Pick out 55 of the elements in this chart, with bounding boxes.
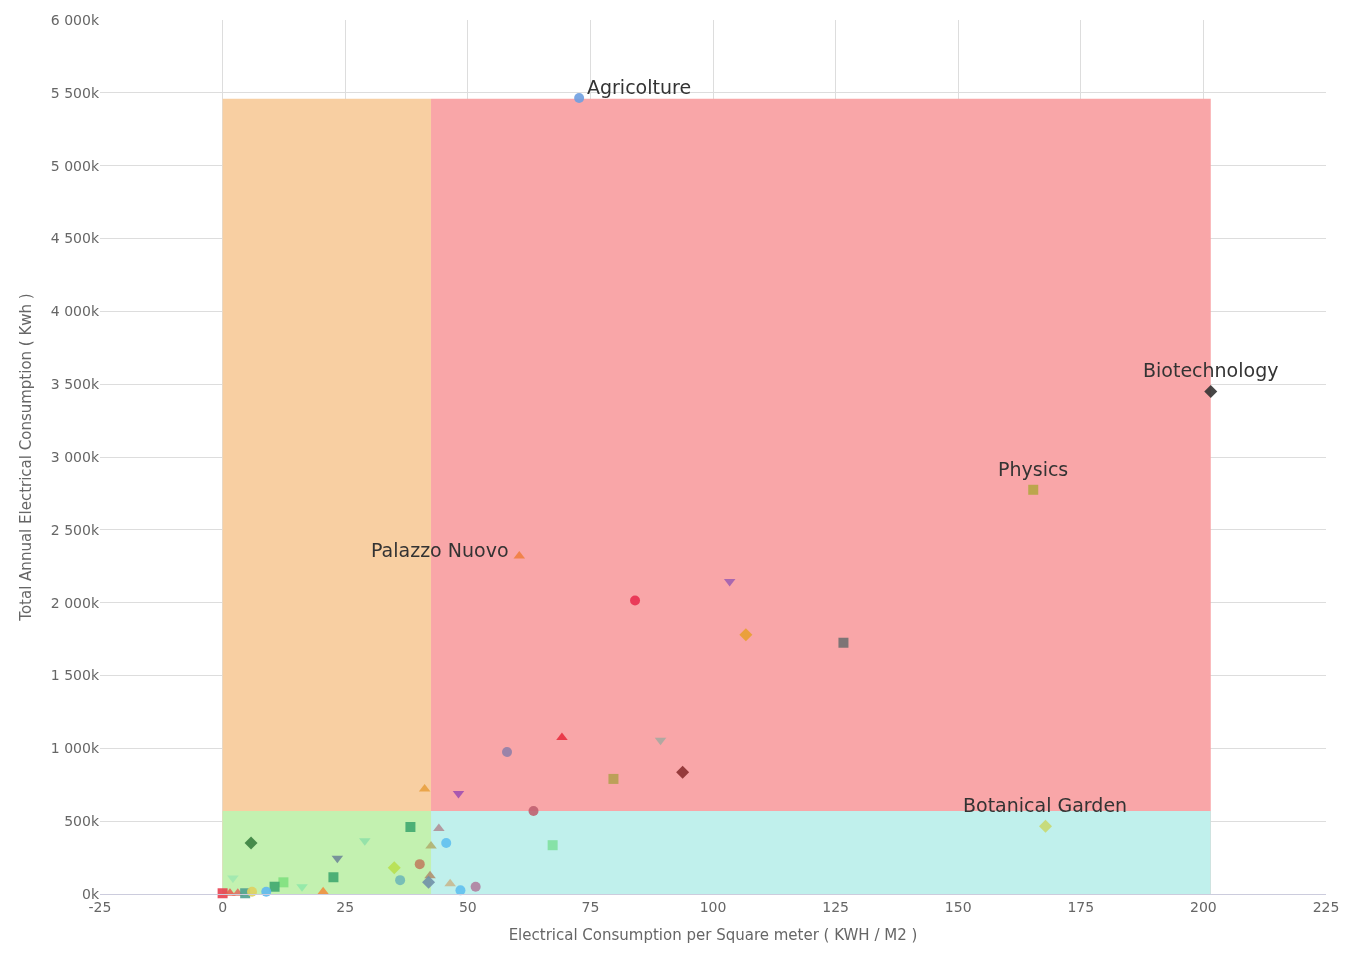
x-tick-label: 75 xyxy=(581,898,600,915)
point xyxy=(405,821,416,832)
point xyxy=(278,877,289,888)
point xyxy=(269,881,280,892)
y-tick-label: 4 000k xyxy=(50,303,100,320)
x-tick-label: 50 xyxy=(458,898,477,915)
point xyxy=(1038,819,1052,833)
point xyxy=(414,859,425,870)
point xyxy=(1204,384,1218,398)
y-tick-label: 2 000k xyxy=(50,594,100,611)
x-tick-label: 100 xyxy=(699,898,727,915)
annotation: Biotechnology xyxy=(1143,359,1279,381)
x-tick-label: 125 xyxy=(822,898,849,915)
annotation: Physics xyxy=(998,458,1069,480)
point xyxy=(502,746,513,757)
x-tick-label: 150 xyxy=(944,898,972,915)
x-tick-label: 25 xyxy=(336,898,355,915)
y-tick-label: 6 000k xyxy=(50,11,100,28)
y-tick-label: 5 000k xyxy=(50,157,100,174)
point xyxy=(739,628,753,642)
x-tick-label: 175 xyxy=(1067,898,1095,915)
y-axis-title: Total Annual Electrical Consumption ( Kwh ) xyxy=(17,293,36,622)
y-tick-label: 4 500k xyxy=(50,230,100,247)
point xyxy=(261,886,272,897)
point xyxy=(838,637,849,648)
point xyxy=(608,773,619,784)
point xyxy=(441,838,452,849)
y-tick-label: 2 500k xyxy=(50,521,100,538)
point xyxy=(328,872,339,883)
point xyxy=(676,765,690,779)
y-tick-label: 1 500k xyxy=(50,667,100,684)
point xyxy=(387,861,401,875)
y-tick-label: 500k xyxy=(64,813,100,830)
point xyxy=(244,836,258,850)
y-tick-label: 3 500k xyxy=(50,376,100,393)
annotation: Botanical Garden xyxy=(963,794,1128,816)
point xyxy=(528,805,539,816)
point xyxy=(395,875,406,886)
annotation: Palazzo Nuovo xyxy=(371,539,509,561)
y-tick-label: 5 500k xyxy=(50,84,100,101)
point xyxy=(630,595,641,606)
x-tick-label: 0 xyxy=(218,898,228,915)
y-tick-label: 1 000k xyxy=(50,740,100,757)
point xyxy=(547,840,558,851)
point xyxy=(444,878,456,887)
x-axis-title: Electrical Consumption per Square meter ( KWH / M2 ) xyxy=(508,925,918,944)
point xyxy=(422,875,436,889)
point xyxy=(470,881,481,892)
point xyxy=(1028,484,1039,495)
y-tick-label: 3 000k xyxy=(50,448,100,465)
point xyxy=(574,92,585,103)
point xyxy=(247,886,258,897)
annotation: Agricolture xyxy=(587,76,692,98)
x-tick-label: 225 xyxy=(1312,898,1340,915)
x-tick-label: 200 xyxy=(1190,898,1217,915)
